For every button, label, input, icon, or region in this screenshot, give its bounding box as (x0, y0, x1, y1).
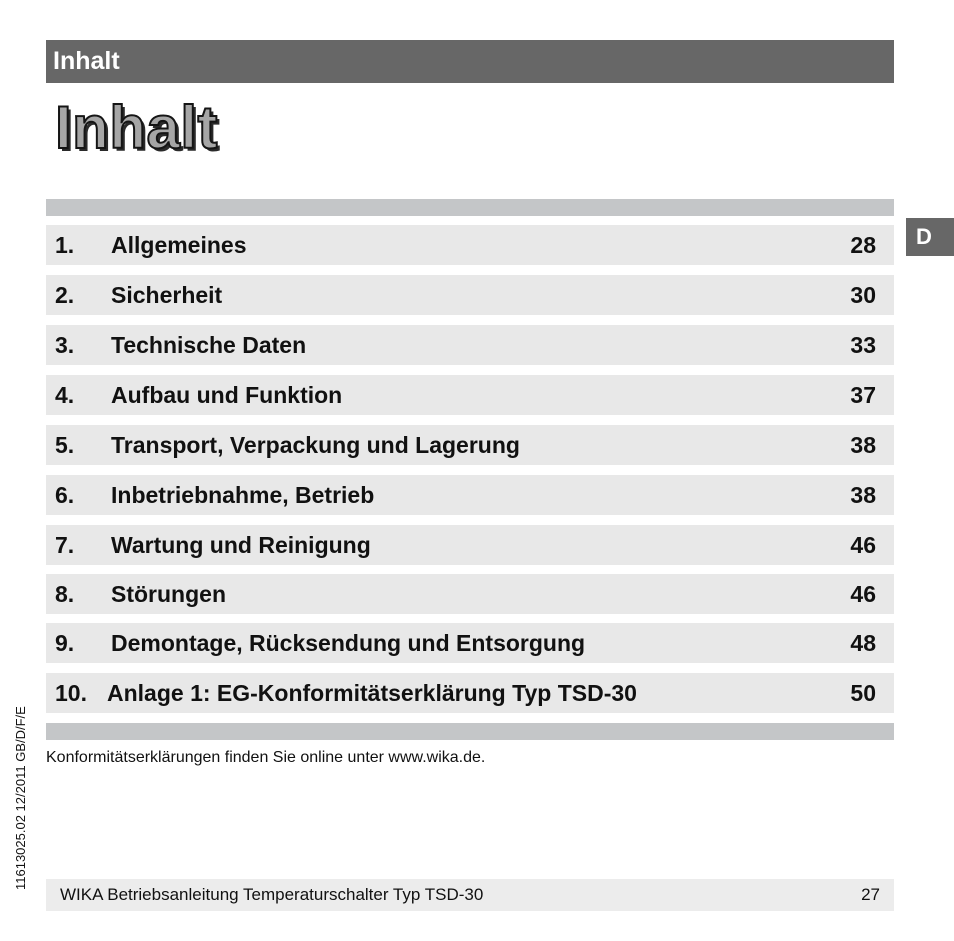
toc-number: 4. (55, 382, 75, 408)
toc-top-rule (46, 199, 894, 216)
footer-title: WIKA Betriebsanleitung Temperaturschalte… (60, 885, 484, 904)
page-footer: WIKA Betriebsanleitung Temperaturschalte… (46, 879, 894, 911)
toc-number: 6. (55, 482, 75, 508)
toc-row[interactable]: 5. Transport, Verpackung und Lagerung 38 (46, 425, 894, 465)
toc-row[interactable]: 2. Sicherheit 30 (46, 275, 894, 315)
language-tab: D (906, 218, 954, 256)
toc-row[interactable]: 3. Technische Daten 33 (46, 325, 894, 365)
toc-label: Allgemeines (111, 232, 247, 258)
toc-page-number: 46 (850, 532, 876, 558)
toc-number: 1. (55, 232, 75, 258)
toc-label: Demontage, Rücksendung und Entsorgung (111, 630, 586, 656)
toc-page-number: 46 (850, 581, 876, 607)
toc-number: 9. (55, 630, 75, 656)
toc-label: Sicherheit (111, 282, 223, 308)
toc-number: 3. (55, 332, 75, 358)
conformity-note: Konformitätserklärungen finden Sie onlin… (46, 749, 486, 766)
toc-bottom-rule (46, 723, 894, 740)
toc-page-number: 48 (850, 630, 876, 656)
toc-label: Störungen (111, 581, 226, 607)
toc-row[interactable]: 1. Allgemeines 28 (46, 225, 894, 265)
toc-page-number: 28 (850, 232, 876, 258)
toc-page-number: 50 (850, 680, 876, 706)
document-code: 11613025.02 12/2011 GB/D/F/E (13, 706, 28, 890)
footer-page-number: 27 (861, 885, 880, 904)
toc-label: Technische Daten (111, 332, 307, 358)
toc-page-number: 38 (850, 432, 876, 458)
page-title: Inhalt (54, 93, 219, 162)
section-header-title: Inhalt (53, 47, 120, 75)
toc-row[interactable]: 8. Störungen 46 (46, 574, 894, 614)
toc-number: 7. (55, 532, 75, 558)
toc-page-number: 33 (850, 332, 876, 358)
toc-label: Wartung und Reinigung (111, 532, 371, 558)
toc-row[interactable]: 7. Wartung und Reinigung 46 (46, 525, 894, 565)
toc-row[interactable]: 9. Demontage, Rücksendung und Entsorgung… (46, 623, 894, 663)
toc-number: 10. (55, 680, 87, 706)
toc-number: 5. (55, 432, 75, 458)
language-tab-label: D (916, 224, 932, 249)
toc-page-number: 38 (850, 482, 876, 508)
toc-label: Inbetriebnahme, Betrieb (111, 482, 375, 508)
toc-label: Anlage 1: EG-Konformitätserklärung Typ T… (107, 680, 637, 706)
toc-label: Transport, Verpackung und Lagerung (111, 432, 520, 458)
toc-page-number: 37 (850, 382, 876, 408)
toc-row[interactable]: 6. Inbetriebnahme, Betrieb 38 (46, 475, 894, 515)
toc-number: 2. (55, 282, 75, 308)
toc-page-number: 30 (850, 282, 876, 308)
toc-number: 8. (55, 581, 75, 607)
toc-row[interactable]: 10. Anlage 1: EG-Konformitätserklärung T… (46, 673, 894, 713)
section-header: Inhalt (46, 40, 894, 83)
toc-row[interactable]: 4. Aufbau und Funktion 37 (46, 375, 894, 415)
toc-label: Aufbau und Funktion (111, 382, 343, 408)
